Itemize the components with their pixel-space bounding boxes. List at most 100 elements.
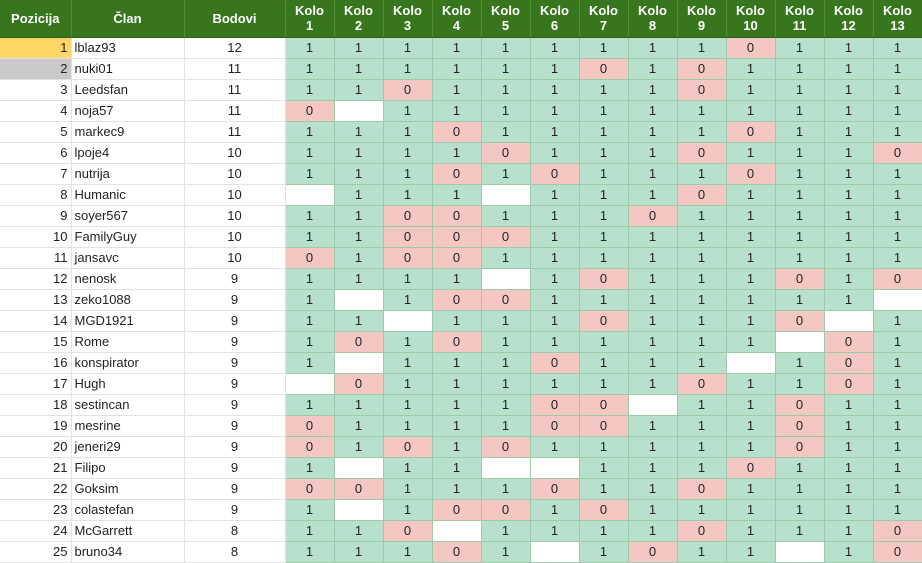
cell-kolo-7[interactable]: 1 [579, 541, 629, 563]
cell-kolo-5[interactable]: 1 [481, 121, 531, 143]
cell-kolo-3[interactable]: 1 [383, 163, 433, 185]
cell-kolo-13[interactable]: 1 [873, 478, 922, 500]
cell-kolo-3[interactable]: 1 [383, 541, 433, 563]
cell-kolo-8[interactable]: 1 [628, 79, 678, 101]
cell-kolo-13[interactable]: 1 [873, 58, 922, 80]
cell-kolo-8[interactable]: 1 [628, 478, 678, 500]
cell-kolo-12[interactable]: 1 [824, 79, 874, 101]
cell-member[interactable]: mesrine [71, 415, 185, 437]
cell-kolo-5[interactable]: 1 [481, 394, 531, 416]
cell-kolo-2[interactable]: 1 [334, 79, 384, 101]
cell-kolo-8[interactable]: 0 [628, 541, 678, 563]
cell-position[interactable]: 4 [0, 100, 72, 122]
cell-kolo-5[interactable]: 1 [481, 541, 531, 563]
cell-position[interactable]: 3 [0, 79, 72, 101]
cell-kolo-11[interactable]: 1 [775, 373, 825, 395]
cell-points[interactable]: 10 [184, 163, 286, 185]
cell-kolo-9[interactable]: 1 [677, 100, 727, 122]
cell-kolo-11[interactable]: 1 [775, 163, 825, 185]
cell-kolo-7[interactable]: 1 [579, 184, 629, 206]
cell-kolo-11[interactable]: 1 [775, 247, 825, 269]
cell-kolo-5[interactable]: 0 [481, 226, 531, 248]
cell-kolo-3[interactable]: 0 [383, 520, 433, 542]
cell-kolo-11[interactable]: 1 [775, 520, 825, 542]
cell-kolo-6[interactable]: 1 [530, 268, 580, 290]
cell-kolo-2[interactable]: 1 [334, 226, 384, 248]
cell-member[interactable]: nutrija [71, 163, 185, 185]
cell-position[interactable]: 19 [0, 415, 72, 437]
cell-kolo-7[interactable]: 1 [579, 37, 629, 59]
cell-kolo-7[interactable]: 0 [579, 394, 629, 416]
cell-kolo-8[interactable]: 1 [628, 247, 678, 269]
cell-kolo-5[interactable]: 0 [481, 289, 531, 311]
cell-kolo-7[interactable]: 0 [579, 499, 629, 521]
cell-kolo-10[interactable]: 1 [726, 79, 776, 101]
cell-kolo-12[interactable]: 1 [824, 436, 874, 458]
cell-kolo-3[interactable]: 1 [383, 100, 433, 122]
cell-kolo-2[interactable]: 1 [334, 268, 384, 290]
cell-kolo-1[interactable]: 1 [285, 457, 335, 479]
cell-kolo-3[interactable]: 0 [383, 436, 433, 458]
cell-kolo-13[interactable]: 1 [873, 310, 922, 332]
cell-kolo-5[interactable]: 1 [481, 331, 531, 353]
cell-kolo-7[interactable]: 1 [579, 100, 629, 122]
cell-kolo-5[interactable] [481, 457, 531, 479]
cell-kolo-12[interactable]: 1 [824, 163, 874, 185]
cell-kolo-9[interactable]: 1 [677, 331, 727, 353]
cell-kolo-7[interactable]: 1 [579, 226, 629, 248]
cell-kolo-2[interactable]: 1 [334, 247, 384, 269]
cell-points[interactable]: 11 [184, 58, 286, 80]
cell-member[interactable]: MGD1921 [71, 310, 185, 332]
cell-kolo-6[interactable]: 1 [530, 289, 580, 311]
cell-kolo-11[interactable]: 0 [775, 394, 825, 416]
cell-kolo-10[interactable] [726, 352, 776, 374]
cell-kolo-1[interactable]: 0 [285, 247, 335, 269]
cell-kolo-2[interactable]: 1 [334, 163, 384, 185]
cell-kolo-4[interactable]: 0 [432, 541, 482, 563]
cell-kolo-10[interactable]: 1 [726, 289, 776, 311]
cell-kolo-5[interactable]: 1 [481, 415, 531, 437]
cell-kolo-2[interactable]: 1 [334, 310, 384, 332]
cell-kolo-11[interactable]: 1 [775, 457, 825, 479]
cell-kolo-9[interactable]: 0 [677, 478, 727, 500]
cell-kolo-10[interactable]: 1 [726, 394, 776, 416]
cell-kolo-11[interactable]: 1 [775, 205, 825, 227]
header-kolo-10[interactable]: Kolo 10 [726, 0, 776, 38]
cell-kolo-1[interactable]: 1 [285, 205, 335, 227]
cell-points[interactable]: 12 [184, 37, 286, 59]
cell-points[interactable]: 10 [184, 247, 286, 269]
cell-kolo-6[interactable] [530, 541, 580, 563]
cell-member[interactable]: Humanic [71, 184, 185, 206]
cell-kolo-12[interactable]: 1 [824, 457, 874, 479]
cell-kolo-5[interactable]: 1 [481, 58, 531, 80]
cell-kolo-13[interactable]: 0 [873, 520, 922, 542]
cell-kolo-12[interactable]: 1 [824, 226, 874, 248]
cell-kolo-3[interactable]: 1 [383, 457, 433, 479]
cell-kolo-9[interactable]: 1 [677, 394, 727, 416]
cell-points[interactable]: 10 [184, 142, 286, 164]
cell-kolo-10[interactable]: 1 [726, 520, 776, 542]
cell-kolo-3[interactable]: 0 [383, 226, 433, 248]
cell-kolo-2[interactable] [334, 499, 384, 521]
cell-kolo-6[interactable] [530, 457, 580, 479]
cell-points[interactable]: 9 [184, 436, 286, 458]
cell-member[interactable]: lpoje4 [71, 142, 185, 164]
cell-kolo-7[interactable]: 1 [579, 478, 629, 500]
cell-kolo-12[interactable]: 1 [824, 541, 874, 563]
cell-kolo-4[interactable]: 1 [432, 184, 482, 206]
cell-kolo-12[interactable]: 1 [824, 121, 874, 143]
cell-kolo-11[interactable]: 1 [775, 100, 825, 122]
cell-kolo-3[interactable]: 1 [383, 331, 433, 353]
cell-kolo-1[interactable]: 0 [285, 478, 335, 500]
header-kolo-4[interactable]: Kolo 4 [432, 0, 482, 38]
cell-kolo-8[interactable]: 1 [628, 100, 678, 122]
cell-kolo-10[interactable]: 1 [726, 100, 776, 122]
cell-kolo-1[interactable]: 1 [285, 268, 335, 290]
cell-kolo-1[interactable]: 1 [285, 394, 335, 416]
cell-kolo-11[interactable]: 1 [775, 226, 825, 248]
cell-kolo-3[interactable]: 1 [383, 184, 433, 206]
cell-kolo-3[interactable]: 1 [383, 289, 433, 311]
cell-kolo-7[interactable]: 1 [579, 289, 629, 311]
cell-points[interactable]: 9 [184, 352, 286, 374]
cell-kolo-7[interactable]: 0 [579, 58, 629, 80]
